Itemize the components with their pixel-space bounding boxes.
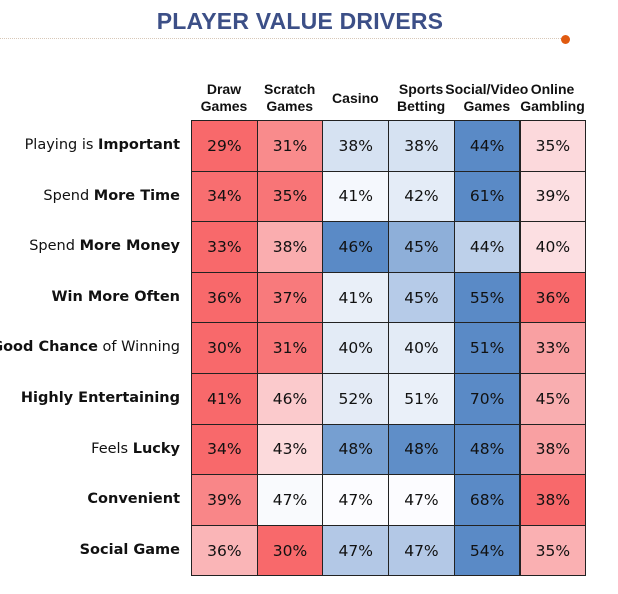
heatmap-cell: 44% [453, 120, 521, 172]
heatmap-cell: 38% [388, 120, 455, 172]
column-header-line: Sports [398, 81, 444, 97]
heatmap-grid: 29% 31% 38% 38% 44% 35% 34% 35% 41% 42% 61% 39% 33% 3… [191, 120, 587, 577]
heatmap-cell: 55% [453, 271, 521, 324]
column-header-line: Gambling [520, 98, 585, 114]
heatmap-cell: 35% [519, 120, 587, 172]
heatmap-cell: 36% [191, 271, 258, 324]
row-label-part: Important [98, 137, 180, 153]
heatmap-cell: 34% [191, 170, 258, 223]
column-header-line: Casino [332, 89, 379, 106]
row-label-part: Spend [43, 187, 94, 204]
heatmap-cell: 33% [519, 322, 587, 374]
heatmap-cell: 31% [256, 322, 324, 374]
heatmap-cell: 47% [256, 474, 324, 526]
heatmap-cell: 61% [453, 170, 521, 223]
heatmap-cell: 54% [453, 524, 521, 577]
heatmap-cell: 37% [256, 271, 324, 324]
heatmap-cell: 33% [191, 221, 258, 273]
row-label-part: Social Game [79, 541, 180, 558]
column-header: Scratch Games [257, 78, 323, 118]
heatmap-cell: 46% [256, 373, 324, 425]
heatmap-cell: 45% [388, 221, 455, 273]
accent-dot [561, 35, 570, 44]
row-label: Highly Entertaining [21, 373, 180, 423]
column-header: Online Gambling [520, 78, 586, 118]
title-divider [0, 38, 565, 39]
heatmap-cell: 70% [453, 373, 521, 425]
row-label-part: Convenient [87, 491, 180, 508]
heatmap-cell: 40% [322, 322, 390, 374]
heatmap-cell: 34% [191, 423, 258, 476]
heatmap-cell: 42% [388, 170, 455, 223]
heatmap-cell: 35% [519, 524, 587, 577]
row-label-part: More Time [93, 187, 180, 204]
column-header: Casino [322, 78, 388, 118]
heatmap-cell: 48% [453, 423, 521, 476]
heatmap-cell: 47% [322, 524, 390, 577]
heatmap-cell: 68% [453, 474, 521, 526]
heatmap-cell: 38% [322, 120, 390, 172]
column-header-line: Games [200, 98, 248, 114]
row-label: Feels Lucky [91, 424, 180, 474]
column-header-line: Games [463, 98, 511, 114]
heatmap-cell: 52% [322, 373, 390, 425]
heatmap-cell: 48% [322, 423, 390, 476]
heatmap-cell: 29% [191, 120, 258, 172]
heatmap-cell: 41% [191, 373, 258, 425]
column-header: Draw Games [191, 78, 257, 118]
row-label-part: Highly Entertaining [20, 390, 180, 406]
heatmap-cell: 47% [388, 474, 455, 526]
heatmap-cell: 39% [191, 474, 258, 526]
heatmap-cell: 38% [256, 221, 324, 273]
row-label-part: Spend [29, 238, 80, 255]
heatmap-cell: 45% [519, 373, 587, 425]
page-title: PLAYER VALUE DRIVERS [156, 8, 444, 34]
row-label-part: Lucky [132, 440, 180, 457]
row-label: Spend More Time [43, 171, 180, 221]
column-header-line: Draw [206, 81, 242, 97]
column-header-line: Social/Video [445, 81, 529, 97]
row-label: Playing is Important [25, 120, 180, 170]
column-header-line: Games [266, 98, 314, 114]
heatmap-cell: 47% [322, 474, 390, 526]
heatmap-cell: 51% [453, 322, 521, 374]
heatmap-cell: 40% [388, 322, 455, 374]
column-header-line: Scratch [264, 81, 316, 97]
heatmap-cell: 51% [388, 373, 455, 425]
column-header-line: Online [530, 81, 575, 97]
heatmap-cell: 40% [519, 221, 587, 273]
column-header-line: Betting [396, 98, 446, 114]
row-label: Social Game [80, 525, 180, 575]
row-label-part: Playing is [24, 137, 99, 153]
heatmap-cell: 36% [191, 524, 258, 577]
row-label: Win More Often [52, 272, 180, 322]
column-header: Social/Video Games [445, 78, 528, 118]
row-label-part: Feels [91, 440, 133, 457]
heatmap-cell: 38% [519, 474, 587, 526]
heatmap-cell: 41% [322, 271, 390, 324]
row-label: Convenient [87, 474, 180, 524]
heatmap-cell: 43% [256, 423, 324, 476]
heatmap-cell: 48% [388, 423, 455, 476]
heatmap-cell: 41% [322, 170, 390, 223]
heatmap-cell: 44% [453, 221, 521, 273]
row-label-part: of Winning [97, 339, 180, 356]
heatmap-cell: 30% [256, 524, 324, 577]
heatmap-cell: 39% [519, 170, 587, 223]
heatmap-cell: 45% [388, 271, 455, 324]
row-label-part: More Money [79, 238, 180, 255]
heatmap-cell: 30% [191, 322, 258, 374]
row-label: Good Chance of Winning [0, 322, 180, 372]
heatmap-cell: 35% [256, 170, 324, 223]
heatmap-cell: 46% [322, 221, 390, 273]
heatmap-cell: 38% [519, 423, 587, 476]
row-label: Spend More Money [29, 221, 180, 271]
heatmap-cell: 47% [388, 524, 455, 577]
row-label-part: Win More Often [51, 288, 180, 305]
heatmap-cell: 36% [519, 271, 587, 324]
column-header: Sports Betting [388, 78, 454, 118]
row-label-part: Good Chance [0, 339, 98, 356]
heatmap-cell: 31% [256, 120, 324, 172]
